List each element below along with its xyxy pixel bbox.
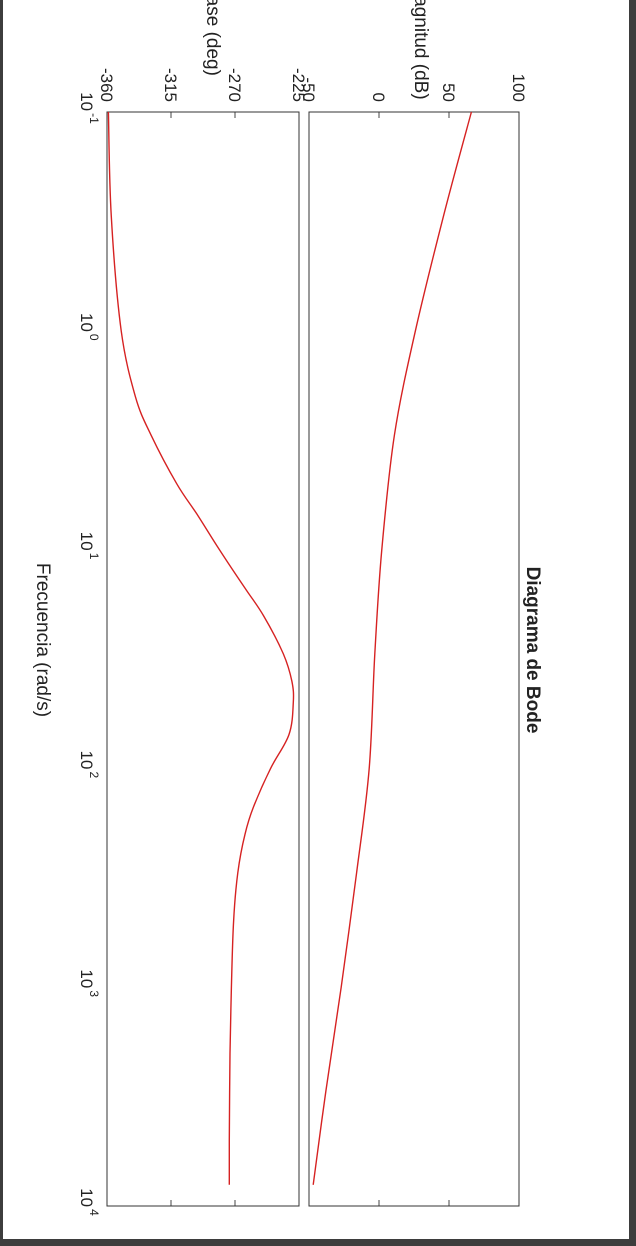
x-tick-exponent: 0	[87, 334, 101, 341]
tick-labels: -50 0 50 100-360 -315 -270 -22510-110010110210…	[77, 68, 528, 1216]
y-tick-label: 50	[439, 83, 458, 102]
y-tick-label: 100	[509, 74, 528, 102]
x-tick-exponent: -1	[87, 113, 101, 124]
axes-background	[309, 112, 519, 1206]
chart-title: Diagrama de Bode	[522, 567, 543, 734]
phase-ylabel: Fase (deg)	[202, 0, 223, 76]
x-tick-label: 10-1	[77, 92, 101, 124]
x-tick-exponent: 3	[87, 990, 101, 997]
y-tick-label: -50	[299, 77, 318, 102]
document-page: -50 0 50 100 -360 -315 -270 -225 10-1 100 101 102 10…	[3, 0, 629, 1239]
x-tick-label: 102	[77, 751, 101, 779]
x-tick-base: 10	[77, 313, 96, 332]
y-tick-label: 0	[369, 93, 388, 102]
bode-plot: -50 0 50 100-360 -315 -270 -22510-110010110210…	[32, 0, 543, 1216]
x-tick-base: 10	[77, 92, 96, 111]
x-tick-label: 103	[77, 969, 101, 997]
axes-background	[107, 112, 299, 1206]
series-lines	[107, 111, 473, 1185]
x-tick-label: 101	[77, 532, 101, 560]
phase-series-line	[107, 111, 295, 1185]
magnitude-series-line	[312, 111, 473, 1185]
x-tick-exponent: 2	[87, 772, 101, 779]
y-tick-label: -225	[289, 68, 308, 102]
y-tick-label: -315	[161, 68, 180, 102]
x-tick-base: 10	[77, 969, 96, 988]
rotated-figure: -50 0 50 100 -360 -315 -270 -225 10-1 100 101 102 10…	[3, 0, 629, 1239]
x-tick-label: 100	[77, 313, 101, 341]
x-tick-base: 10	[77, 532, 96, 551]
x-tick-base: 10	[77, 1188, 96, 1207]
y-tick-label: -360	[97, 68, 116, 102]
frequency-xlabel: Frecuencia (rad/s)	[32, 563, 53, 717]
x-tick-exponent: 4	[87, 1209, 101, 1216]
x-tick-label: 104	[77, 1188, 101, 1216]
x-tick-exponent: 1	[87, 553, 101, 560]
magnitude-ylabel: Magnitud (dB)	[410, 0, 431, 100]
x-tick-base: 10	[77, 751, 96, 770]
axes-frame	[106, 111, 300, 1207]
axes-frames	[106, 111, 520, 1207]
axes-frame	[308, 111, 520, 1207]
y-tick-label: -270	[225, 68, 244, 102]
